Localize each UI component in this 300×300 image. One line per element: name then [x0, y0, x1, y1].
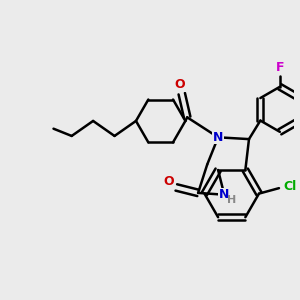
Text: O: O — [175, 78, 185, 91]
Text: N: N — [213, 131, 223, 144]
Text: O: O — [164, 176, 174, 188]
Text: N: N — [219, 188, 230, 201]
Text: Cl: Cl — [283, 180, 296, 193]
Text: H: H — [227, 195, 236, 205]
Text: F: F — [276, 61, 284, 74]
